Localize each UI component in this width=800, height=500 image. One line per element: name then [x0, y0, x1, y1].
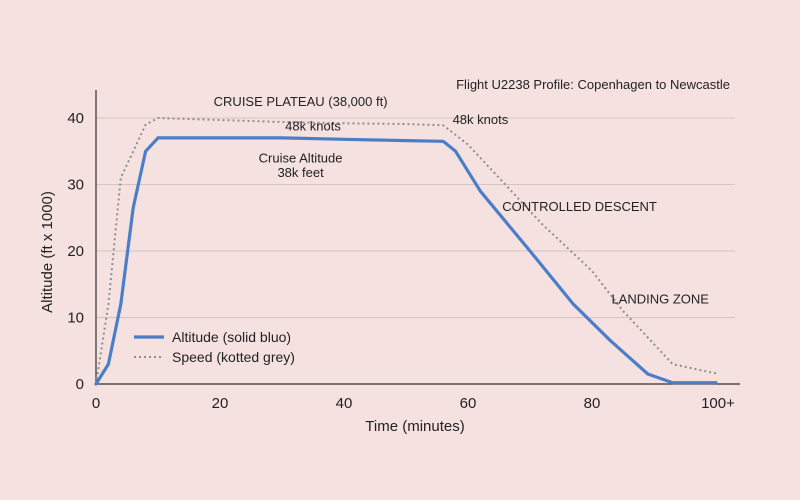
y-tick-label: 40 [67, 110, 84, 127]
annotation-label: Cruise Altitude [259, 151, 343, 166]
annotation-label: 48k knots [453, 112, 509, 127]
x-tick-label: 0 [92, 395, 100, 412]
annotation-label: 38k feet [277, 165, 324, 180]
annotation-label: CRUISE PLATEAU (38,000 ft) [214, 94, 388, 109]
x-tick-label: 20 [212, 395, 229, 412]
chart-title: Flight U2238 Profile: Copenhagen to Newc… [456, 77, 730, 92]
y-tick-label: 10 [67, 310, 84, 327]
legend-label-altitude: Altitude (solid bluo) [172, 329, 291, 345]
series [94, 117, 718, 386]
x-tick-label: 100+ [701, 395, 735, 412]
legend-label-speed: Speed (kotted grey) [172, 349, 295, 365]
x-tick-label: 80 [584, 395, 601, 412]
legend: Altitude (solid bluo) Speed (kotted grey… [134, 329, 295, 365]
annotation-label: CONTROLLED DESCENT [502, 199, 657, 214]
y-axis-title: Altitude (ft x 1000) [39, 191, 56, 313]
gridlines [96, 117, 735, 318]
annotation-label: LANDING ZONE [611, 292, 709, 307]
tick-labels: 0 10 20 30 40 0 20 40 60 80 100+ [67, 110, 735, 412]
y-tick-label: 0 [76, 376, 84, 393]
x-tick-label: 60 [460, 395, 477, 412]
y-tick-label: 20 [67, 243, 84, 260]
altitude-series-line [94, 136, 718, 386]
annotation-label: 48k knots [285, 119, 341, 134]
y-tick-label: 30 [67, 177, 84, 194]
x-axis-title: Time (minutes) [365, 418, 464, 435]
x-tick-label: 40 [336, 395, 353, 412]
annotations: CRUISE PLATEAU (38,000 ft) 48k knots 48k k… [214, 94, 710, 307]
